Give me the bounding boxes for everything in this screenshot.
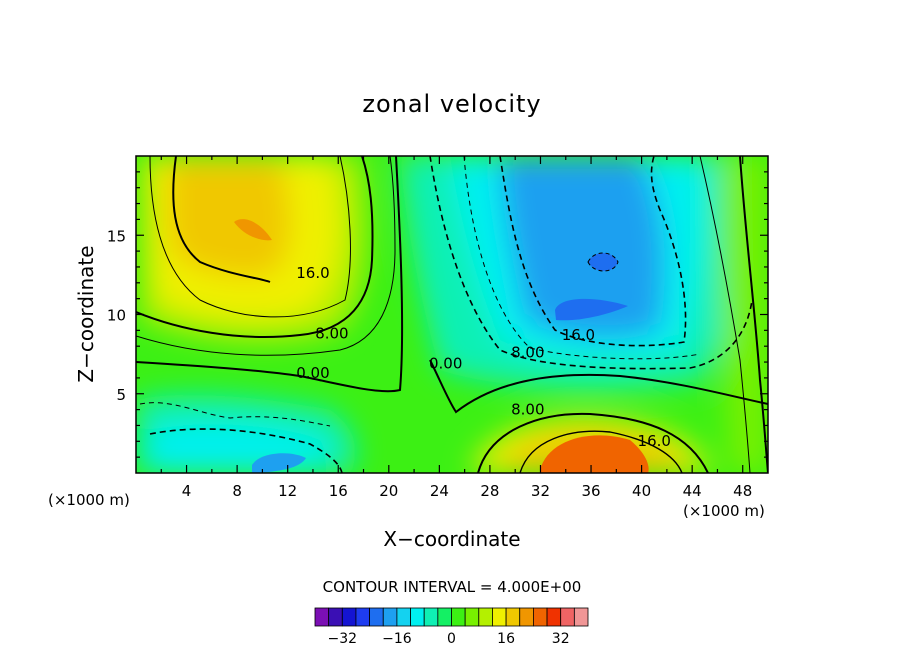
contour-4-right [699,156,751,473]
colorbar-tick-label: 0 [447,631,456,647]
chart-title: zonal velocity [362,90,541,118]
contour-8-lower-right [477,412,709,473]
contour-0-left [136,156,404,393]
colorbar-swatch [423,607,439,627]
colorbar-swatch [396,607,411,627]
x-unit-label-left: (×1000 m) [48,491,130,509]
x-axis: 4 8 12 16 20 24 28 32 36 40 44 48 [160,156,752,500]
contour-12-upper-left [149,156,351,318]
colorbar-swatch [560,607,575,627]
contour-label: 8.00 [511,343,544,361]
colorbar-swatch [355,607,371,627]
colorbar-swatch [437,607,452,627]
colorbar-tick-label: −16 [382,631,412,647]
colorbar-swatch [492,607,507,627]
region-upper-left-orange [168,160,290,277]
colorbar-swatch [369,607,384,627]
contour-label: 16.0 [296,264,329,282]
contour-m8-right [429,156,753,370]
contour-label: 8.00 [511,400,544,418]
contour-4-left [136,156,396,356]
x-tick-label: 48 [733,482,752,500]
y-tick-label: 15 [107,227,126,245]
contour-label: 0.00 [296,364,329,382]
y-tick-label: 5 [116,386,126,404]
y-axis: 5 10 15 [107,171,768,458]
colorbar-tick-label: −32 [328,631,358,647]
contour-m12-right [463,156,701,360]
x-tick-label: 40 [632,482,651,500]
contour-8-upper-left [136,156,374,339]
contour-m16-right [499,156,687,347]
contour-label: 16.0 [562,326,595,344]
colorbar-swatch [533,607,548,627]
contour-label: 8.00 [315,324,348,342]
colorbar-swatch [314,607,330,627]
contour-m8-left [149,428,343,473]
x-tick-label: 44 [683,482,702,500]
contour-lines [136,156,768,473]
colorbar-swatch [410,607,425,627]
x-tick-label: 32 [531,482,550,500]
contour-label: 0.00 [429,354,462,372]
x-tick-label: 20 [379,482,398,500]
contour-interval-text: CONTOUR INTERVAL = 4.000E+00 [323,578,582,596]
x-tick-label: 28 [480,482,499,500]
x-tick-label: 24 [430,482,449,500]
contour-m4-left [139,402,331,427]
contour-label-group: 16.0 8.00 0.00 0.00 16.0 8.00 8.00 16.0 [296,264,671,450]
core-lower-left-blue [252,453,306,473]
x-tick-label: 36 [581,482,600,500]
contour-16-lower-right [519,430,683,473]
colorbar-swatch [464,607,480,627]
core-upper-right-blue-small [588,253,618,271]
core-upper-left-orange [234,219,272,241]
core-lower-right-orange [540,435,649,473]
contour-field: 16.0 8.00 0.00 0.00 16.0 8.00 8.00 16.0 [136,156,768,473]
contour-16-upper-left [172,156,271,283]
colorbar-swatch [451,607,466,627]
colorbar-tick-label: 16 [497,631,515,647]
x-tick-label: 16 [329,482,348,500]
colorbar-tick-label: 32 [552,631,570,647]
x-axis-title: X−coordinate [383,527,520,551]
colorbar-swatch [341,607,357,627]
colorbar-swatch [505,607,521,627]
colorbar-swatch [573,607,589,627]
colorbar-swatch [546,607,562,627]
colorbar-swatch [328,607,343,627]
contour-label: 16.0 [638,432,671,450]
colorbar-tick-labels: −32 −16 0 16 32 [328,631,570,647]
y-axis-title: Z−coordinate [74,245,98,382]
colorbar [314,607,589,627]
colorbar-swatch [478,607,493,627]
region-right-edge [720,156,768,473]
contour-0-right [739,156,768,473]
region-upper-right-sky [500,156,665,339]
contour-0-center [429,359,768,414]
x-tick-label: 12 [278,482,297,500]
x-tick-label: 8 [232,482,242,500]
colorbar-swatch [382,607,398,627]
colorbar-swatch [519,607,534,627]
x-tick-label: 4 [182,482,192,500]
core-upper-right-blue-large [555,298,628,321]
contour-m24-blob [587,252,619,272]
x-unit-label-right: (×1000 m) [683,502,765,520]
y-tick-label: 10 [107,307,126,325]
